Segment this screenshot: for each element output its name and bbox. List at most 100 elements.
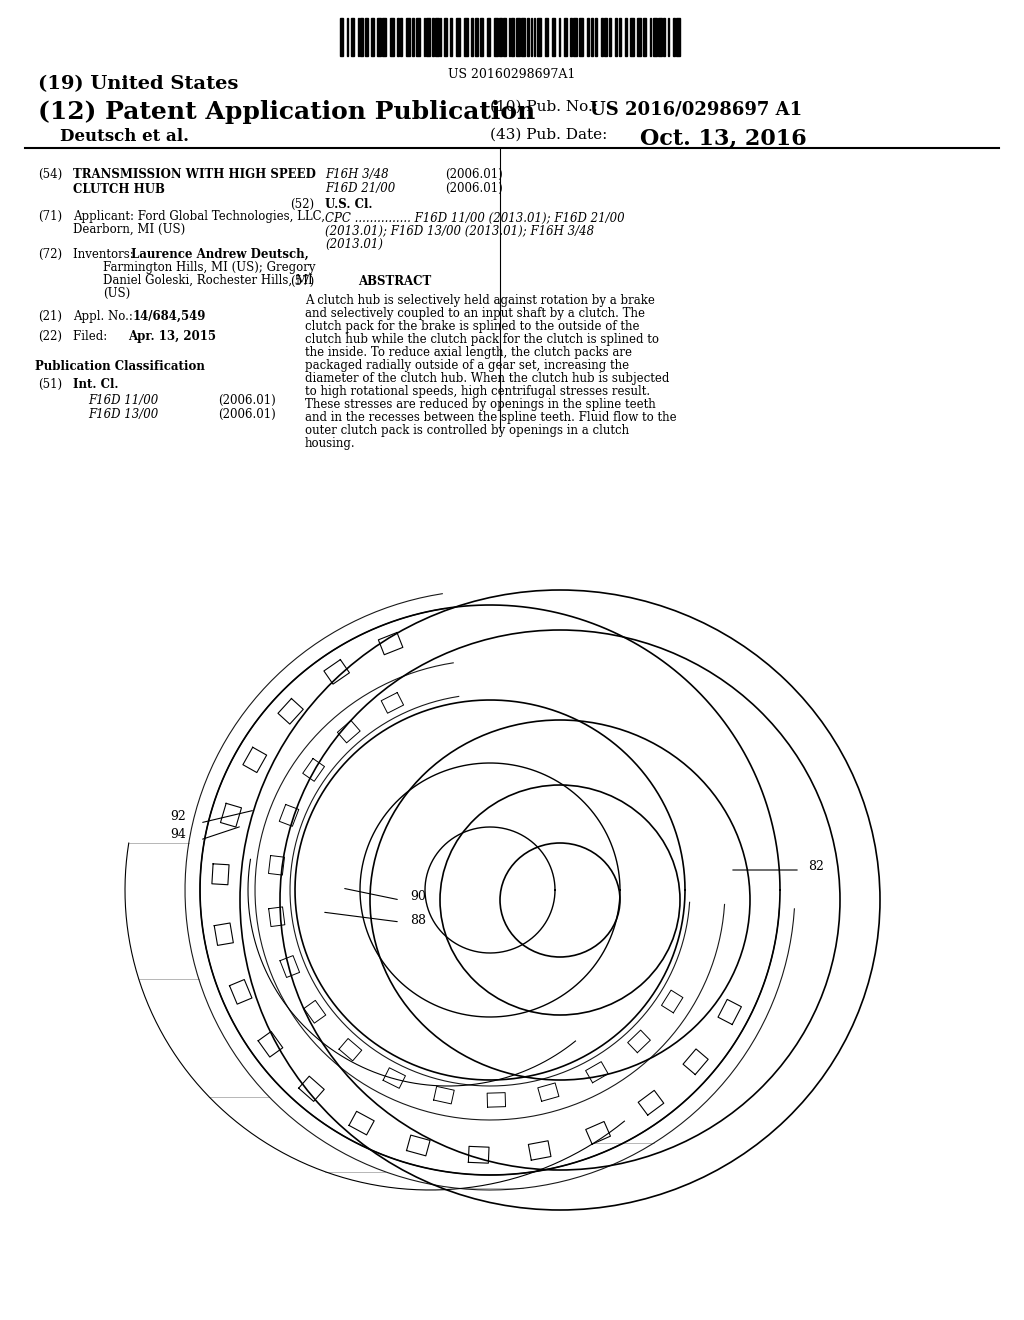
Bar [653,18,657,55]
Text: (51): (51) [38,378,62,391]
Bar [658,18,662,55]
Text: ABSTRACT: ABSTRACT [358,275,432,288]
Text: Inventors:: Inventors: [73,248,137,261]
Text: F16H 3/48: F16H 3/48 [325,168,389,181]
Bar [390,18,394,55]
Bar [601,18,603,55]
Bar [604,18,607,55]
Text: Apr. 13, 2015: Apr. 13, 2015 [128,330,216,343]
Text: (10) Pub. No.:: (10) Pub. No.: [490,100,598,114]
Text: Dearborn, MI (US): Dearborn, MI (US) [73,223,185,236]
Text: TRANSMISSION WITH HIGH SPEED
CLUTCH HUB: TRANSMISSION WITH HIGH SPEED CLUTCH HUB [73,168,315,195]
Bar [511,18,514,55]
Text: A clutch hub is selectively held against rotation by a brake: A clutch hub is selectively held against… [305,294,655,308]
Text: 94: 94 [170,828,186,841]
Text: F16D 11/00: F16D 11/00 [88,393,159,407]
Text: (2006.01): (2006.01) [445,182,503,195]
Text: (US): (US) [103,286,130,300]
Text: Deutsch et al.: Deutsch et al. [60,128,189,145]
Bar [545,18,548,55]
Bar [397,18,399,55]
Bar [618,18,621,55]
Bar [663,18,665,55]
Bar [516,18,520,55]
Bar [471,18,473,55]
Bar [615,18,617,55]
Text: and selectively coupled to an input shaft by a clutch. The: and selectively coupled to an input shaf… [305,308,645,319]
Text: Laurence Andrew Deutsch,: Laurence Andrew Deutsch, [131,248,309,261]
Text: F16D 13/00: F16D 13/00 [88,408,159,421]
Bar [435,18,439,55]
Text: Oct. 13, 2016: Oct. 13, 2016 [640,128,807,150]
Bar [564,18,567,55]
Bar [416,18,420,55]
Bar [464,18,468,55]
Text: 14/684,549: 14/684,549 [133,310,207,323]
Bar [426,18,430,55]
Bar [475,18,478,55]
Bar [400,18,402,55]
Text: 82: 82 [808,861,824,874]
Text: to high rotational speeds, high centrifugal stresses result.: to high rotational speeds, high centrifu… [305,385,650,399]
Text: (2006.01): (2006.01) [218,393,275,407]
Text: and in the recesses between the spline teeth. Fluid flow to the: and in the recesses between the spline t… [305,411,677,424]
Bar [365,18,368,55]
Bar [552,18,555,55]
Text: Filed:: Filed: [73,330,126,343]
Bar [499,18,502,55]
Bar [643,18,646,55]
Bar [371,18,374,55]
Text: (71): (71) [38,210,62,223]
Bar [450,18,452,55]
Text: 90: 90 [410,890,426,903]
Bar [377,18,381,55]
Text: (57): (57) [290,275,314,288]
Text: housing.: housing. [305,437,355,450]
Text: Daniel Goleski, Rochester Hills, MI: Daniel Goleski, Rochester Hills, MI [103,275,312,286]
Bar [412,18,414,55]
Bar [351,18,354,55]
Bar [591,18,593,55]
Bar [537,18,541,55]
Text: (22): (22) [38,330,62,343]
Bar [360,18,362,55]
Bar [521,18,525,55]
Text: (21): (21) [38,310,62,323]
Text: These stresses are reduced by openings in the spline teeth: These stresses are reduced by openings i… [305,399,655,411]
Bar [609,18,611,55]
Text: F16D 21/00: F16D 21/00 [325,182,395,195]
Text: Int. Cl.: Int. Cl. [73,378,119,391]
Bar [630,18,634,55]
Bar [382,18,386,55]
Text: diameter of the clutch hub. When the clutch hub is subjected: diameter of the clutch hub. When the clu… [305,372,670,385]
Bar [673,18,675,55]
Bar [494,18,498,55]
Text: (72): (72) [38,248,62,261]
Bar [579,18,583,55]
Text: outer clutch pack is controlled by openings in a clutch: outer clutch pack is controlled by openi… [305,424,629,437]
Bar [340,18,343,55]
Text: Appl. No.:: Appl. No.: [73,310,136,323]
Text: (19) United States: (19) United States [38,75,239,92]
Text: Farmington Hills, MI (US); Gregory: Farmington Hills, MI (US); Gregory [103,261,315,275]
Bar [444,18,447,55]
Text: Applicant: Ford Global Technologies, LLC,: Applicant: Ford Global Technologies, LLC… [73,210,325,223]
Bar [503,18,506,55]
Bar [573,18,577,55]
Text: CPC ............... F16D 11/00 (2013.01); F16D 21/00: CPC ............... F16D 11/00 (2013.01)… [325,213,625,224]
Text: (2013.01): (2013.01) [325,238,383,251]
Text: 88: 88 [410,913,426,927]
Text: the inside. To reduce axial length, the clutch packs are: the inside. To reduce axial length, the … [305,346,632,359]
Bar [676,18,680,55]
Bar [595,18,597,55]
Text: (54): (54) [38,168,62,181]
Text: Publication Classification: Publication Classification [35,360,205,374]
Text: US 2016/0298697 A1: US 2016/0298697 A1 [590,100,802,117]
Text: (43) Pub. Date:: (43) Pub. Date: [490,128,607,143]
Text: clutch pack for the brake is splined to the outside of the: clutch pack for the brake is splined to … [305,319,640,333]
Text: (2006.01): (2006.01) [445,168,503,181]
Bar [432,18,434,55]
Text: (2006.01): (2006.01) [218,408,275,421]
Text: 92: 92 [170,810,185,824]
Text: US 20160298697A1: US 20160298697A1 [449,69,575,81]
